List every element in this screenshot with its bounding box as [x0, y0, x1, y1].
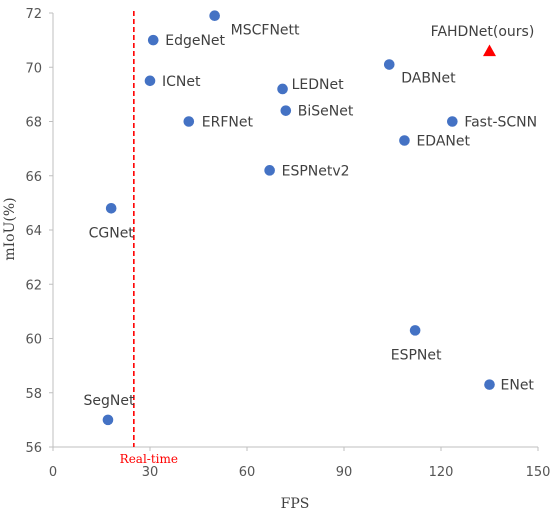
label-erfnet: ERFNet	[202, 115, 254, 131]
x-axis-title: FPS	[281, 496, 310, 512]
label-lednet: LEDNet	[292, 77, 345, 93]
point-icnet	[144, 75, 156, 87]
y-tick-label: 62	[25, 278, 42, 293]
label-dabnet: DABNet	[401, 71, 456, 87]
x-tick-label: 0	[49, 465, 57, 480]
label-fast-scnn: Fast-SCNN	[464, 115, 537, 131]
label-edgenet: EdgeNet	[165, 33, 225, 49]
x-tick-label: 120	[429, 465, 454, 480]
label-segnet: SegNet	[83, 393, 134, 409]
tick-labels: 0 30 60 90 120 150 56 58 60 62 64 66 68 70 72	[25, 7, 550, 480]
label-mscfnett: MSCFNett	[231, 23, 300, 39]
y-axis-title: mIoU(%)	[2, 197, 18, 260]
data-points	[102, 10, 496, 426]
axes	[49, 12, 539, 451]
y-tick-label: 60	[25, 333, 42, 348]
label-enet: ENet	[501, 378, 535, 394]
y-tick-label: 66	[25, 170, 42, 185]
realtime-label: Real-time	[120, 452, 178, 466]
x-tick-label: 30	[142, 465, 159, 480]
point-cgnet	[105, 203, 117, 214]
label-fahdnet-ours: FAHDNet(ours)	[431, 24, 535, 40]
label-cgnet: CGNet	[89, 225, 135, 241]
point-espnet	[409, 325, 421, 336]
label-bisenet: BiSeNet	[298, 104, 354, 120]
point-mscfnett	[209, 10, 220, 22]
point-edanet	[399, 135, 410, 146]
x-tick-label: 90	[336, 465, 353, 480]
y-tick-label: 56	[25, 441, 42, 456]
point-espnetv2	[264, 165, 275, 176]
point-erfnet	[183, 116, 195, 127]
x-tick-label: 60	[239, 465, 256, 480]
y-tick-label: 64	[25, 224, 42, 239]
y-tick-label: 72	[25, 7, 42, 22]
point-bisenet	[280, 105, 292, 116]
y-tick-label: 58	[25, 387, 42, 402]
label-icnet: ICNet	[162, 74, 201, 90]
x-tick-label: 150	[526, 465, 550, 480]
point-lednet	[277, 83, 288, 95]
y-tick-label: 68	[25, 116, 42, 131]
label-espnetv2: ESPNetv2	[282, 163, 350, 179]
point-fahdnet-ours	[483, 44, 496, 57]
point-dabnet	[383, 59, 395, 70]
label-edanet: EDANet	[416, 133, 470, 149]
label-espnet: ESPNet	[391, 347, 442, 363]
realtime-annotation: Real-time	[120, 11, 178, 466]
point-enet	[484, 379, 495, 390]
point-labels: MSCFNett EdgeNet ICNet LEDNet DABNet FAHDNet(…	[83, 23, 537, 409]
point-edgenet	[147, 34, 159, 46]
point-segnet	[102, 414, 114, 426]
point-fast-scnn	[447, 116, 458, 127]
y-tick-label: 70	[25, 61, 42, 76]
